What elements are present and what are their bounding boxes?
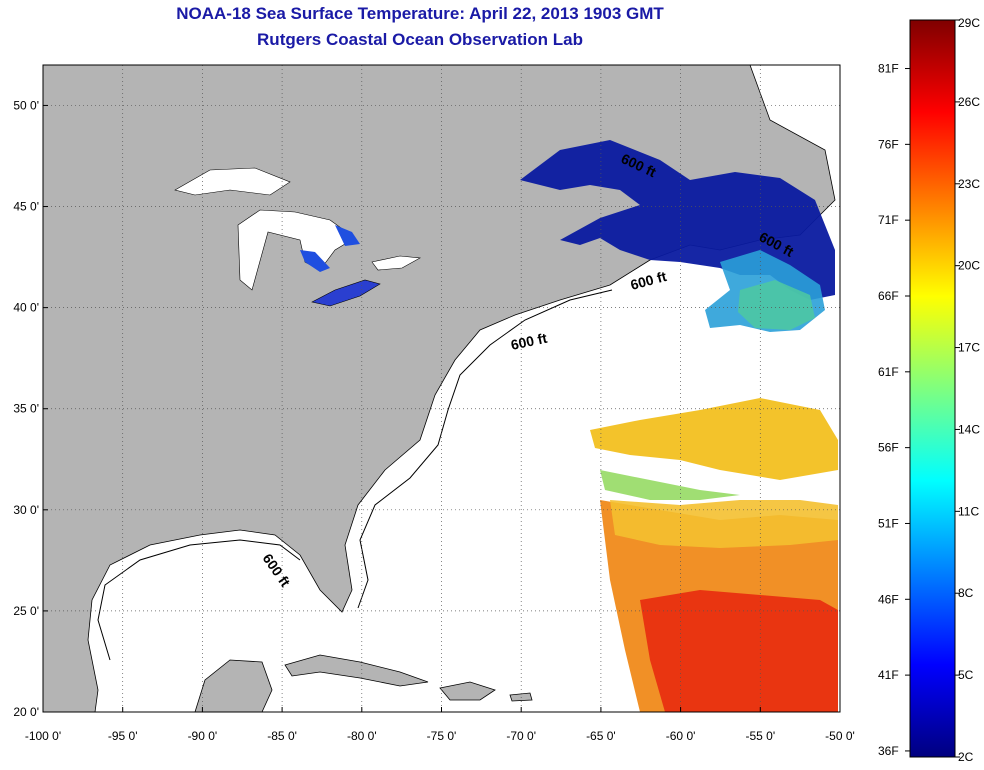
colorbar-label-f: 46F: [878, 592, 899, 606]
x-tick-label: -80 0': [347, 729, 377, 743]
contour-label-midatlantic: 600 ft: [509, 330, 548, 353]
y-tick-label: 20 0': [13, 705, 39, 719]
colorbar-label-c: 29C: [958, 16, 980, 30]
colorbar-label-c: 11C: [958, 504, 979, 518]
map-frame: [42, 64, 841, 713]
x-tick-label: -70 0': [506, 729, 536, 743]
sst-gulfstream-band: [590, 398, 838, 480]
x-tick-label: -50 0': [825, 729, 855, 743]
x-tick-label: -75 0': [427, 729, 457, 743]
colorbar-label-f: 66F: [878, 289, 899, 303]
latitude-axis: 20 0' 25 0' 30 0' 35 0' 40 0' 45 0' 50 0': [13, 98, 48, 719]
colorbar-label-f: 76F: [878, 137, 899, 151]
cuba-land: [284, 654, 429, 687]
colorbar-label-f: 81F: [878, 62, 899, 76]
x-tick-label: -95 0': [108, 729, 138, 743]
sst-green-patch: [738, 280, 815, 330]
lake-ontario: [371, 255, 421, 271]
colorbar-label-c: 5C: [958, 668, 974, 682]
y-tick-label: 40 0': [13, 301, 39, 315]
sst-hot-south: [640, 590, 838, 712]
colorbar: [909, 19, 956, 758]
colorbar-label-f: 61F: [878, 365, 899, 379]
y-tick-label: 45 0': [13, 200, 39, 214]
x-tick-label: -65 0': [586, 729, 616, 743]
colorbar-label-c: 26C: [958, 95, 980, 109]
colorbar-label-f: 56F: [878, 441, 899, 455]
colorbar-label-f: 71F: [878, 213, 899, 227]
georgian-bay-sst: [335, 225, 360, 246]
colorbar-label-c: 17C: [958, 341, 980, 355]
colorbar-label-f: 51F: [878, 516, 899, 530]
lake-superior: [174, 167, 291, 196]
sst-green-band: [600, 470, 740, 500]
yucatan-land: [194, 659, 273, 712]
shelf-contour: [97, 289, 613, 661]
x-tick-label: -55 0': [745, 729, 775, 743]
lake-erie: [311, 279, 381, 307]
x-tick-label: -60 0': [666, 729, 696, 743]
colorbar-label-f: 41F: [878, 668, 899, 682]
chart-title: NOAA-18 Sea Surface Temperature: April 2…: [176, 4, 664, 23]
x-tick-label: -100 0': [25, 729, 61, 743]
colorbar-label-c: 20C: [958, 259, 980, 273]
chart-subtitle: Rutgers Coastal Ocean Observation Lab: [257, 30, 583, 49]
y-tick-label: 25 0': [13, 604, 39, 618]
hispaniola-land: [439, 681, 496, 701]
colorbar-label-c: 2C: [958, 750, 974, 764]
y-tick-label: 50 0': [13, 98, 39, 112]
y-tick-label: 30 0': [13, 503, 39, 517]
sst-yellow-south: [610, 500, 838, 548]
colorbar-label-c: 14C: [958, 422, 980, 436]
colorbar-labels: 29C 26C 23C 20C 17C 14C 11C 8C 5C 2C 81F 76F 71F 66F 6…: [878, 16, 980, 764]
y-tick-label: 35 0': [13, 402, 39, 416]
x-tick-label: -90 0': [188, 729, 218, 743]
colorbar-label-c: 23C: [958, 177, 980, 191]
longitude-axis: -100 0' -95 0' -90 0' -85 0' -80 0' -75 0' -70…: [25, 707, 855, 743]
colorbar-label-c: 8C: [958, 586, 974, 600]
colorbar-label-f: 36F: [878, 744, 899, 758]
x-tick-label: -85 0': [267, 729, 297, 743]
huron-sst: [300, 250, 330, 272]
